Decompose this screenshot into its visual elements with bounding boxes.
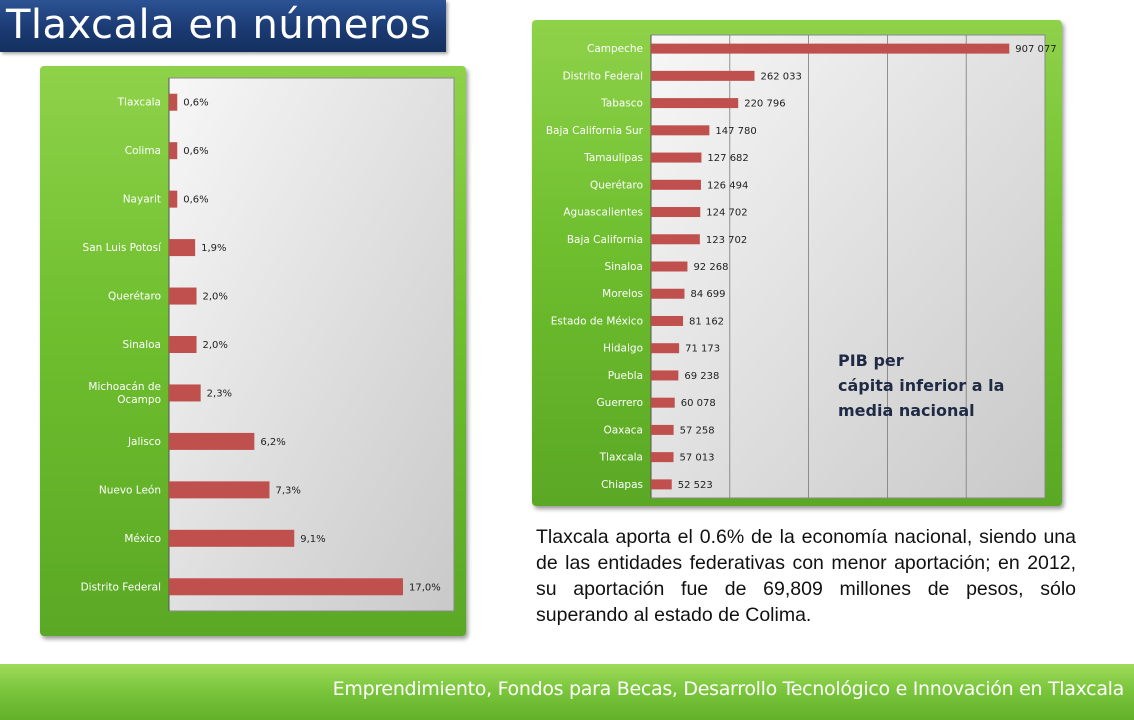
bar-0-3 xyxy=(169,239,196,257)
bar-1-10 xyxy=(651,315,684,326)
value-label: 0,6% xyxy=(183,98,208,109)
chart-share-svg: Tlaxcala 0,6% Colima 0,6% Nayarit 0,6% San Lui… xyxy=(81,77,455,612)
category-label: Tlaxcala xyxy=(599,452,643,464)
bar-1-3 xyxy=(651,125,710,136)
value-label: 52 523 xyxy=(678,480,713,491)
bar-0-10 xyxy=(169,578,403,596)
category-label: Tamaulipas xyxy=(583,152,643,164)
category-label: Baja California Sur xyxy=(546,125,644,137)
category-label: Michoacán de Ocampo xyxy=(88,381,161,406)
title-banner: Tlaxcala en números xyxy=(0,0,446,52)
value-label: 57 258 xyxy=(680,425,715,436)
category-label: Querétaro xyxy=(108,291,161,303)
bar-1-14 xyxy=(651,424,674,435)
value-label: 9,1% xyxy=(300,534,325,545)
value-label: 147 780 xyxy=(715,126,756,137)
category-label: Campeche xyxy=(587,43,643,55)
value-label: 69 238 xyxy=(684,371,719,382)
bar-1-13 xyxy=(651,397,675,408)
category-label: Nayarit xyxy=(123,194,161,206)
value-label: 17,0% xyxy=(409,582,441,593)
bar-0-4 xyxy=(169,287,197,305)
bar-0-5 xyxy=(169,336,197,353)
bar-1-9 xyxy=(651,288,685,299)
category-label: San Luis Potosí xyxy=(83,242,163,254)
plot-area xyxy=(168,77,455,612)
category-label: México xyxy=(124,533,161,545)
value-label: 2,3% xyxy=(207,388,232,399)
category-label: Querétaro xyxy=(590,179,643,191)
bar-1-5 xyxy=(651,179,701,190)
value-label: 124 702 xyxy=(706,208,747,219)
value-label: 0,6% xyxy=(183,146,208,157)
value-label: 84 699 xyxy=(690,289,725,300)
value-label: 6,2% xyxy=(260,437,285,448)
category-label: Aguascalientes xyxy=(563,207,643,219)
value-label: 2,0% xyxy=(203,292,228,303)
value-label: 126 494 xyxy=(707,180,748,191)
bar-1-16 xyxy=(651,479,672,490)
bar-1-7 xyxy=(651,234,700,245)
bar-1-4 xyxy=(651,152,702,163)
bar-1-15 xyxy=(651,452,674,463)
category-label: Morelos xyxy=(602,288,643,300)
category-label: Sinaloa xyxy=(605,261,643,273)
category-label: Colima xyxy=(125,145,161,157)
category-label: Nuevo León xyxy=(99,484,161,496)
category-label: Sinaloa xyxy=(123,339,161,351)
page-title: Tlaxcala en números xyxy=(6,2,432,48)
bar-1-0 xyxy=(651,43,1010,54)
bar-0-2 xyxy=(169,190,178,208)
category-label: Jalisco xyxy=(127,436,161,448)
bar-1-2 xyxy=(651,98,739,109)
bar-1-1 xyxy=(651,70,755,81)
chart-pib-svg: Campeche 907 077 Distrito Federal 262 033 Ta… xyxy=(546,34,1057,499)
bar-1-8 xyxy=(651,261,688,272)
footer-text: Emprendimiento, Fondos para Becas, Desar… xyxy=(332,678,1125,700)
value-label: 123 702 xyxy=(706,235,747,246)
bar-0-8 xyxy=(169,481,270,499)
category-label: Distrito Federal xyxy=(81,581,161,593)
category-label: Tabasco xyxy=(600,98,643,110)
chart-panel-share: Tlaxcala 0,6% Colima 0,6% Nayarit 0,6% San Lui… xyxy=(40,66,466,636)
bar-1-12 xyxy=(651,370,679,381)
value-label: 7,3% xyxy=(275,485,300,496)
category-label: Baja California xyxy=(567,234,643,246)
value-label: 127 682 xyxy=(707,153,748,164)
category-label: Puebla xyxy=(608,370,643,382)
value-label: 81 162 xyxy=(689,316,724,327)
category-label: Tlaxcala xyxy=(117,97,161,109)
bar-0-6 xyxy=(169,384,201,402)
bar-1-6 xyxy=(651,207,701,218)
category-label: Oaxaca xyxy=(603,424,643,436)
bar-0-0 xyxy=(169,93,178,111)
bar-1-11 xyxy=(651,343,680,354)
value-label: 0,6% xyxy=(183,195,208,206)
value-label: 1,9% xyxy=(201,243,226,254)
value-label: 57 013 xyxy=(680,453,715,464)
bar-0-1 xyxy=(169,142,178,160)
category-label: Chiapas xyxy=(601,479,643,491)
value-label: 71 173 xyxy=(685,344,720,355)
category-label: Guerrero xyxy=(597,397,643,409)
footer-banner: Emprendimiento, Fondos para Becas, Desar… xyxy=(0,664,1134,720)
value-label: 2,0% xyxy=(203,340,228,351)
caption-text: Tlaxcala aporta el 0.6% de la economía n… xyxy=(536,526,1076,626)
plot-area xyxy=(650,34,1046,499)
chart-panel-pib: Campeche 907 077 Distrito Federal 262 033 Ta… xyxy=(532,20,1062,506)
value-label: 262 033 xyxy=(761,71,802,82)
category-label: Hidalgo xyxy=(603,343,643,355)
bar-0-9 xyxy=(169,529,295,547)
value-label: 92 268 xyxy=(693,262,728,273)
category-label: Estado de México xyxy=(551,315,643,327)
value-label: 60 078 xyxy=(681,398,716,409)
bar-0-7 xyxy=(169,432,255,450)
value-label: 220 796 xyxy=(744,99,785,110)
category-label: Distrito Federal xyxy=(563,70,643,82)
value-label: 907 077 xyxy=(1015,44,1056,55)
chart-annotation: PIB per cápita inferior a la media naciona… xyxy=(838,351,1004,420)
